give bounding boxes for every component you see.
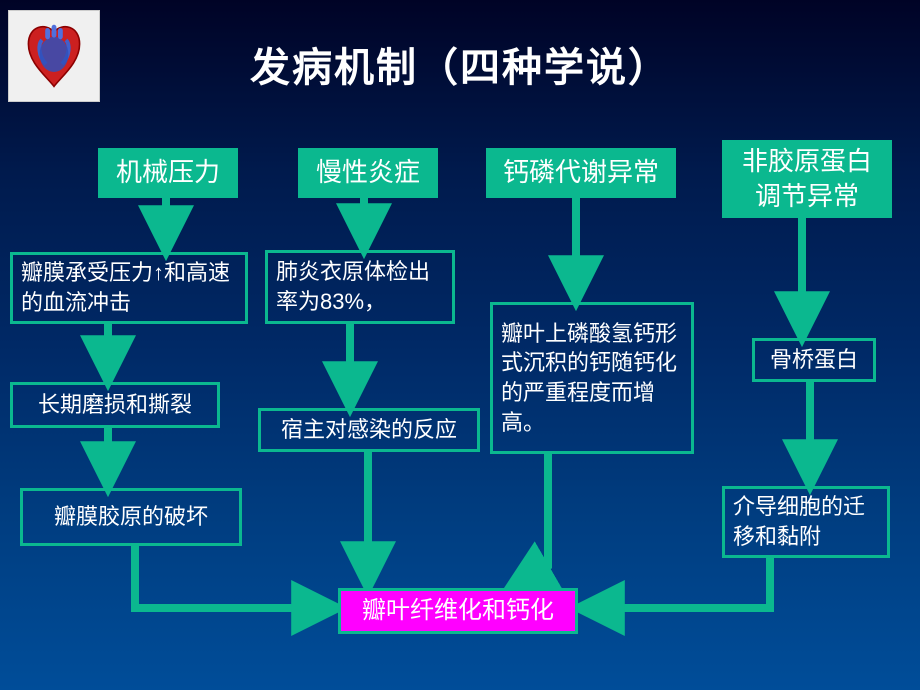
box-result-fibrosis: 瓣叶纤维化和钙化 xyxy=(338,588,578,634)
arrow-a3-r xyxy=(135,546,336,608)
box-collagen-damage: 瓣膜胶原的破坏 xyxy=(20,488,242,546)
arrow-d2-r xyxy=(580,558,770,608)
box-osteopontin: 骨桥蛋白 xyxy=(752,338,876,382)
box-valve-pressure: 瓣膜承受压力↑和高速的血流冲击 xyxy=(10,252,248,324)
box-wear-tear: 长期磨损和撕裂 xyxy=(10,382,220,428)
box-host-response: 宿主对感染的反应 xyxy=(258,408,480,452)
box-chlamydia-rate: 肺炎衣原体检出率为83%， xyxy=(265,250,455,324)
slide-title: 发病机制（四种学说） xyxy=(0,35,920,93)
theory-header-mechanical: 机械压力 xyxy=(98,148,238,198)
box-calcium-deposit: 瓣叶上磷酸氢钙形式沉积的钙随钙化的严重程度而增高。 xyxy=(490,302,694,454)
theory-header-calcium: 钙磷代谢异常 xyxy=(486,148,676,198)
box-cell-migration: 介导细胞的迁移和黏附 xyxy=(722,486,890,558)
theory-header-noncollagen: 非胶原蛋白调节异常 xyxy=(722,140,892,218)
arrow-c1-r xyxy=(510,454,548,588)
theory-header-inflammation: 慢性炎症 xyxy=(298,148,438,198)
